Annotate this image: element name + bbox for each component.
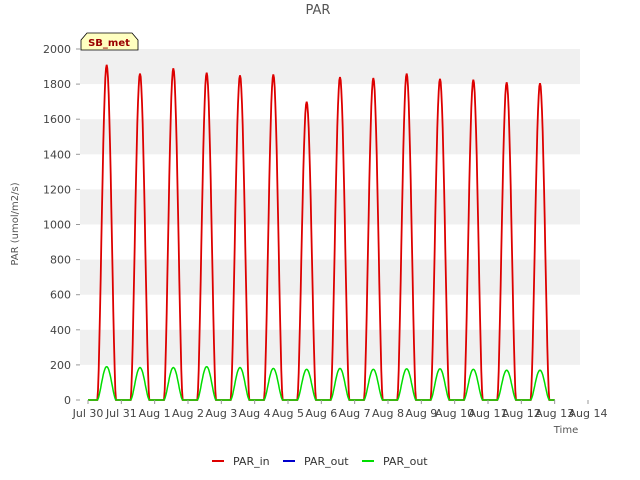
y-axis-label: PAR (umol/m2/s) <box>10 182 21 265</box>
y-tick-label: 400 <box>50 324 71 337</box>
band <box>80 119 580 155</box>
band <box>80 329 580 365</box>
band <box>80 189 580 225</box>
x-tick-label: Aug 8 <box>372 407 404 420</box>
legend-label: PAR_out <box>383 455 428 468</box>
legend-label: PAR_in <box>233 455 270 468</box>
legend-label: PAR_out <box>304 455 349 468</box>
y-tick-label: 1800 <box>43 78 71 91</box>
band <box>80 49 580 85</box>
legend: PAR_in PAR_out PAR_out <box>212 455 428 468</box>
y-axis: 0 200 400 600 800 1000 1200 1400 1600 1800 2000 <box>43 43 80 407</box>
x-tick-label: Aug 13 <box>535 407 574 420</box>
background-bands <box>80 49 580 400</box>
x-tick-label: Aug 7 <box>339 407 371 420</box>
site-label: SB_met <box>88 38 130 49</box>
band <box>80 259 580 295</box>
x-tick-label: Aug 2 <box>172 407 204 420</box>
y-tick-label: 0 <box>64 394 71 407</box>
x-axis: Jul 30 Jul 31 Aug 1 Aug 2 Aug 3 Aug 4 Aug 5 Aug… <box>72 400 608 420</box>
chart-title: PAR <box>306 3 331 18</box>
y-tick-label: 1600 <box>43 113 71 126</box>
x-tick-label: Aug 3 <box>205 407 237 420</box>
y-tick-label: 1400 <box>43 148 71 161</box>
x-tick-label: Aug 9 <box>405 407 437 420</box>
site-label-box: SB_met <box>80 32 139 51</box>
y-tick-label: 800 <box>50 254 71 267</box>
x-tick-label: Jul 30 <box>72 407 104 420</box>
x-tick-label: Aug 14 <box>569 407 608 420</box>
y-tick-label: 600 <box>50 289 71 302</box>
x-tick-label: Aug 4 <box>239 407 271 420</box>
x-tick-label: Aug 11 <box>469 407 508 420</box>
x-tick-label: Aug 6 <box>305 407 337 420</box>
x-tick-label: Aug 1 <box>139 407 171 420</box>
x-axis-label: Time <box>553 425 578 436</box>
y-tick-label: 200 <box>50 359 71 372</box>
x-tick-label: Jul 31 <box>105 407 137 420</box>
y-tick-label: 2000 <box>43 43 71 56</box>
y-tick-label: 1000 <box>43 219 71 232</box>
x-tick-label: Aug 12 <box>502 407 541 420</box>
x-tick-label: Aug 10 <box>435 407 474 420</box>
y-tick-label: 1200 <box>43 183 71 196</box>
x-tick-label: Aug 5 <box>272 407 304 420</box>
